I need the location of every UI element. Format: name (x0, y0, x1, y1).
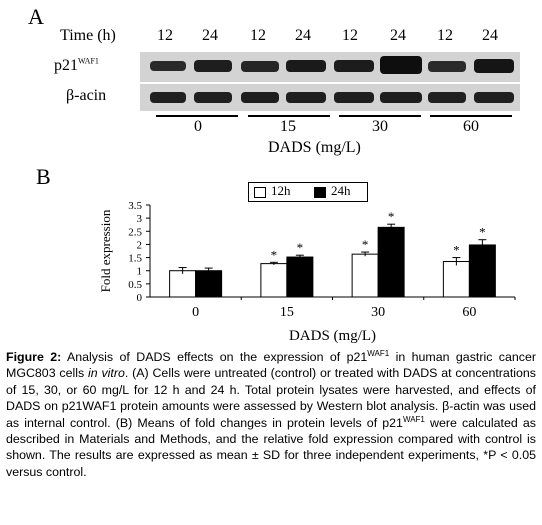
blot-band (286, 92, 326, 103)
dose-value: 15 (280, 118, 296, 135)
bar (442, 261, 470, 298)
bar (286, 256, 314, 298)
significance-star: * (271, 247, 278, 262)
blot-band (380, 56, 422, 74)
blot-band (194, 92, 232, 103)
blot-band (241, 92, 279, 103)
dose-value: 0 (194, 118, 202, 135)
p21-row-label: p21WAF1 (54, 56, 99, 74)
panel-b-letter: B (36, 164, 51, 189)
x-tick-label: 60 (462, 305, 476, 320)
blot-band (334, 92, 374, 103)
blot-band (474, 92, 514, 103)
chart-legend: 12h 24h (248, 182, 368, 202)
time-label: Time (h) (60, 27, 116, 44)
significance-star: * (479, 225, 486, 240)
dose-group-line (156, 115, 238, 117)
beta-actin-row-label: β-acin (66, 87, 107, 104)
bar (377, 226, 405, 298)
p21-blot-strip (140, 52, 520, 82)
dose-group-line (430, 115, 512, 117)
bar (468, 244, 496, 298)
bar (169, 270, 197, 298)
y-tick-label: 2 (137, 239, 143, 251)
y-tick-label: 3.5 (128, 200, 142, 212)
time-value: 12 (250, 27, 266, 44)
caption-italic: in vitro (88, 366, 125, 381)
y-tick-label: 0.5 (128, 279, 142, 291)
time-value: 24 (482, 27, 498, 44)
y-tick-label: 0 (137, 292, 143, 304)
time-value: 24 (202, 27, 218, 44)
x-tick-label: 15 (280, 305, 294, 320)
blot-band (334, 60, 374, 72)
x-tick-label: 30 (371, 305, 385, 320)
blot-band (428, 92, 466, 103)
time-value: 24 (390, 27, 406, 44)
figure-caption: Figure 2: Analysis of DADS effects on th… (6, 349, 536, 480)
x-axis-label: DADS (mg/L) (289, 328, 376, 344)
dose-axis-label: DADS (mg/L) (268, 139, 361, 156)
legend-label-12h: 12h (271, 183, 291, 198)
panel-a-letter: A (28, 4, 44, 29)
y-axis-label: Fold expression (98, 209, 113, 292)
time-value: 12 (437, 27, 453, 44)
y-tick-label: 1 (137, 266, 143, 278)
caption-text: . (A) Cells were untreated (control) or … (6, 366, 537, 430)
legend-label-24h: 24h (331, 183, 351, 198)
blot-band (150, 61, 186, 71)
bar (195, 270, 223, 298)
y-tick-label: 3 (137, 213, 143, 225)
blot-band (194, 60, 232, 72)
legend-swatch-12h (254, 187, 266, 198)
caption-text: Analysis of DADS effects on the expressi… (61, 350, 368, 364)
dose-value: 60 (463, 118, 479, 135)
dose-value: 30 (372, 118, 388, 135)
time-value: 12 (342, 27, 358, 44)
blot-band (150, 92, 186, 103)
significance-star: * (388, 209, 395, 224)
dose-group-line (339, 115, 421, 117)
legend-swatch-24h (314, 187, 326, 198)
caption-text: in human gastric cancer MGC803 cells (6, 350, 536, 381)
significance-star: * (453, 243, 460, 258)
beta-actin-blot-strip (140, 84, 520, 111)
dose-group-line (248, 115, 330, 117)
bar (260, 263, 288, 298)
x-tick-label: 0 (192, 305, 199, 320)
y-tick-label: 1.5 (128, 253, 142, 265)
caption-text: were calculated as described in Material… (6, 415, 536, 479)
blot-band (286, 60, 326, 72)
time-value: 24 (295, 27, 311, 44)
caption-superscript: WAF1 (367, 348, 390, 358)
caption-superscript: WAF1 (402, 414, 425, 424)
time-value: 12 (157, 27, 173, 44)
blot-band (241, 61, 279, 72)
significance-star: * (297, 240, 304, 255)
blot-band (428, 61, 466, 72)
blot-band (474, 59, 514, 73)
significance-star: * (362, 237, 369, 252)
figure-label: Figure 2: (6, 350, 62, 364)
blot-band (380, 92, 422, 103)
y-tick-label: 2.5 (128, 226, 142, 238)
bar (351, 253, 379, 298)
